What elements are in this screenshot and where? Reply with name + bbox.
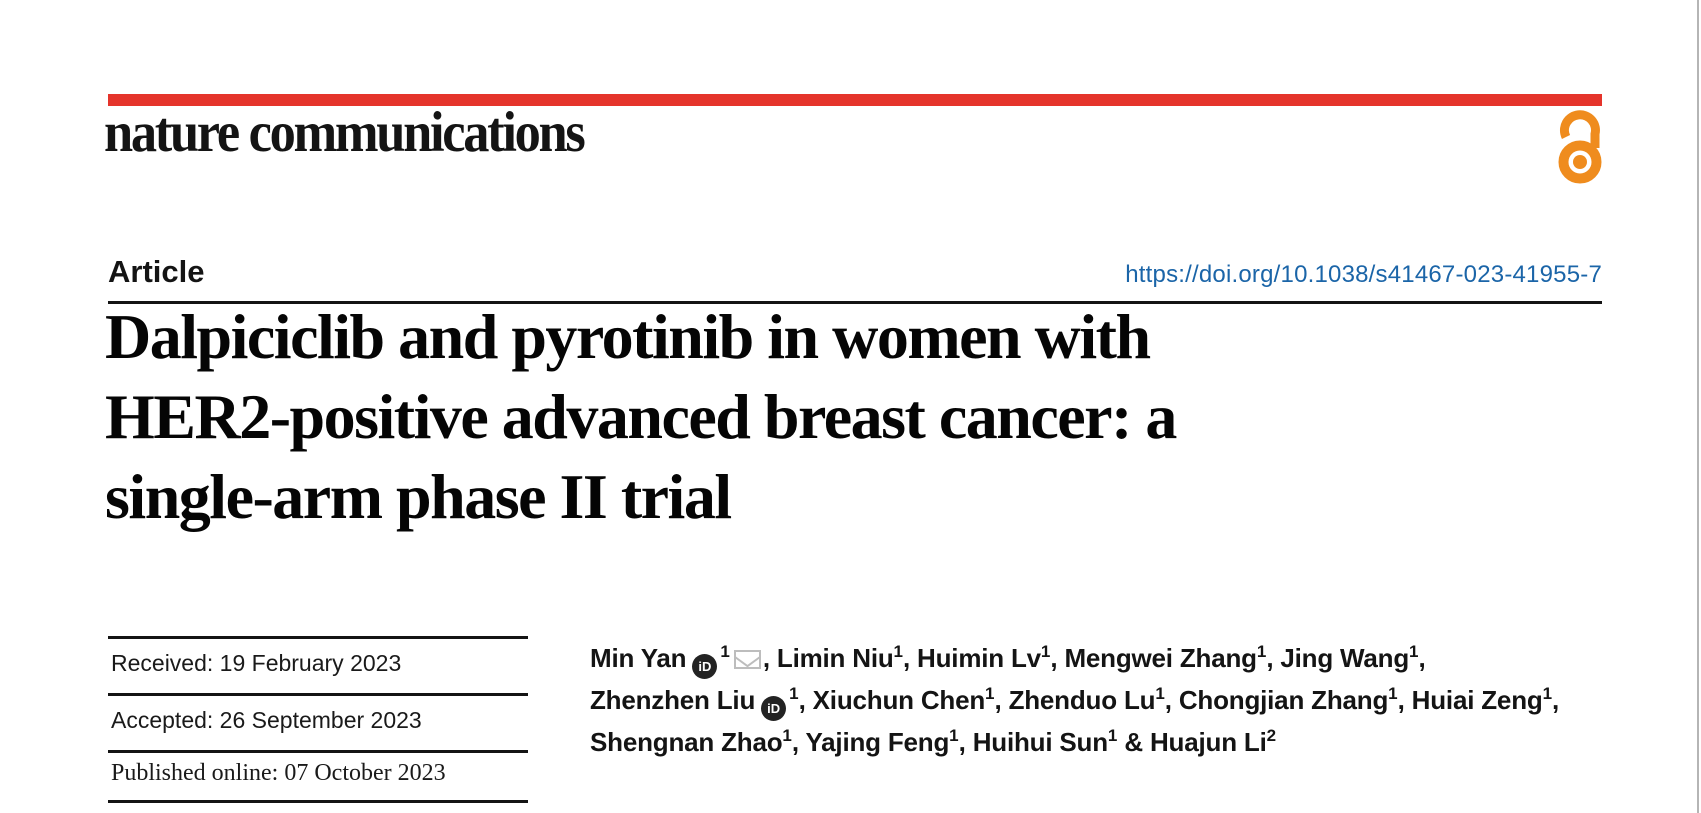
affiliation-superscript: 1 xyxy=(1155,684,1165,703)
author-name-text: , Xiuchun Chen xyxy=(798,685,986,715)
affiliation-superscript: 1 xyxy=(1040,642,1051,661)
affiliation-superscript: 1 xyxy=(1388,684,1398,703)
author-name-text: , Huimin Lv xyxy=(903,643,1041,673)
author-name-text: , xyxy=(1418,643,1426,673)
author-list: Min Yan iD1, Limin Niu1, Huimin Lv1, Meng… xyxy=(590,637,1559,763)
author-name-text: , Mengwei Zhang xyxy=(1050,643,1257,673)
timeline-divider-3 xyxy=(108,750,528,753)
author-name-text: & Huajun Li xyxy=(1117,727,1267,757)
author-name-text: , Huiai Zeng xyxy=(1397,685,1543,715)
author-name-text: , Limin Niu xyxy=(762,643,894,673)
affiliation-superscript: 2 xyxy=(1266,726,1277,745)
timeline-divider-4 xyxy=(108,800,528,803)
paper-title-line-3: single-arm phase II trial xyxy=(105,461,732,532)
header-divider xyxy=(108,301,1602,304)
author-name-text: Shengnan Zhao xyxy=(590,727,783,757)
author-name-text: , xyxy=(1552,685,1560,715)
email-envelope-icon[interactable] xyxy=(733,650,761,669)
author-name-text: Zhenzhen Liu xyxy=(590,685,756,715)
author-line: Zhenzhen Liu iD1, Xiuchun Chen1, Zhenduo … xyxy=(590,679,1559,721)
affiliation-superscript: 1 xyxy=(893,642,903,661)
page-edge-divider xyxy=(1697,0,1699,813)
paper-title-line-1: Dalpiciclib and pyrotinib in women with xyxy=(105,301,1151,372)
open-access-icon xyxy=(1558,110,1602,184)
author-name-text: , Yajing Feng xyxy=(791,727,950,757)
paper-title: Dalpiciclib and pyrotinib in women with … xyxy=(105,297,1525,537)
author-name-text: Min Yan xyxy=(590,643,687,673)
doi-link[interactable]: https://doi.org/10.1038/s41467-023-41955… xyxy=(1125,261,1602,288)
affiliation-superscript: 1 xyxy=(1107,726,1118,745)
affiliation-superscript: 1 xyxy=(985,684,995,703)
affiliation-superscript: 1 xyxy=(789,684,799,703)
timeline-divider-2 xyxy=(108,693,528,696)
accepted-date: Accepted: 26 September 2023 xyxy=(111,707,422,733)
author-name-text: , Jing Wang xyxy=(1266,643,1410,673)
affiliation-superscript: 1 xyxy=(1256,642,1267,661)
received-date: Received: 19 February 2023 xyxy=(111,650,402,676)
journal-logo: nature communications xyxy=(104,101,586,164)
author-name-text: , Huihui Sun xyxy=(958,727,1108,757)
orcid-icon[interactable]: iD xyxy=(692,654,718,679)
article-type-label: Article xyxy=(108,254,205,289)
affiliation-superscript: 1 xyxy=(1542,684,1553,703)
author-name-text: , Zhenduo Lu xyxy=(994,685,1156,715)
affiliation-superscript: 1 xyxy=(720,642,730,661)
orcid-icon[interactable]: iD xyxy=(761,696,787,721)
author-line: Min Yan iD1, Limin Niu1, Huimin Lv1, Meng… xyxy=(590,637,1550,679)
author-name-text: , Chongjian Zhang xyxy=(1164,685,1389,715)
brand-red-bar xyxy=(108,94,1602,106)
timeline-divider-1 xyxy=(108,636,528,639)
affiliation-superscript: 1 xyxy=(949,726,959,745)
affiliation-superscript: 1 xyxy=(1409,642,1419,661)
paper-title-line-2: HER2-positive advanced breast cancer: a xyxy=(105,381,1177,452)
author-line: Shengnan Zhao1, Yajing Feng1, Huihui Sun… xyxy=(590,721,1550,763)
affiliation-superscript: 1 xyxy=(782,726,792,745)
published-online-date: Published online: 07 October 2023 xyxy=(111,760,446,786)
